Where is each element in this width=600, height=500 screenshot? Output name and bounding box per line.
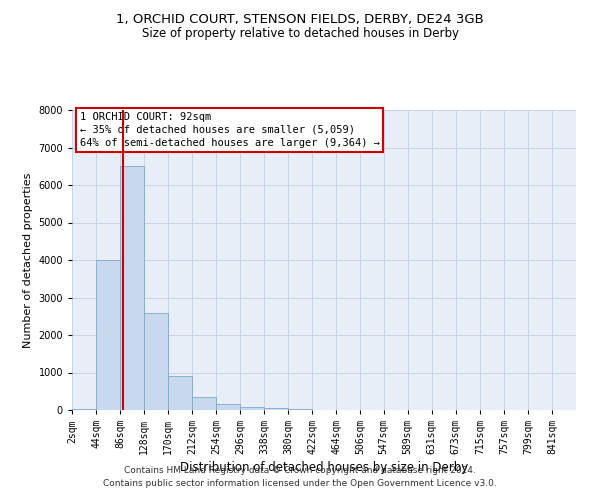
Bar xyxy=(192,397,216,410)
Text: 1, ORCHID COURT, STENSON FIELDS, DERBY, DE24 3GB: 1, ORCHID COURT, STENSON FIELDS, DERBY, … xyxy=(116,12,484,26)
Bar xyxy=(288,409,312,410)
Bar xyxy=(264,408,288,410)
X-axis label: Distribution of detached houses by size in Derby: Distribution of detached houses by size … xyxy=(180,461,468,474)
Bar xyxy=(144,312,168,410)
Y-axis label: Number of detached properties: Number of detached properties xyxy=(23,172,33,348)
Text: 1 ORCHID COURT: 92sqm
← 35% of detached houses are smaller (5,059)
64% of semi-d: 1 ORCHID COURT: 92sqm ← 35% of detached … xyxy=(80,112,380,148)
Bar xyxy=(240,406,264,410)
Text: Contains HM Land Registry data © Crown copyright and database right 2024.
Contai: Contains HM Land Registry data © Crown c… xyxy=(103,466,497,487)
Bar xyxy=(120,166,144,410)
Bar xyxy=(96,260,120,410)
Bar xyxy=(216,404,240,410)
Bar xyxy=(168,376,192,410)
Bar xyxy=(72,409,96,410)
Text: Size of property relative to detached houses in Derby: Size of property relative to detached ho… xyxy=(142,28,458,40)
